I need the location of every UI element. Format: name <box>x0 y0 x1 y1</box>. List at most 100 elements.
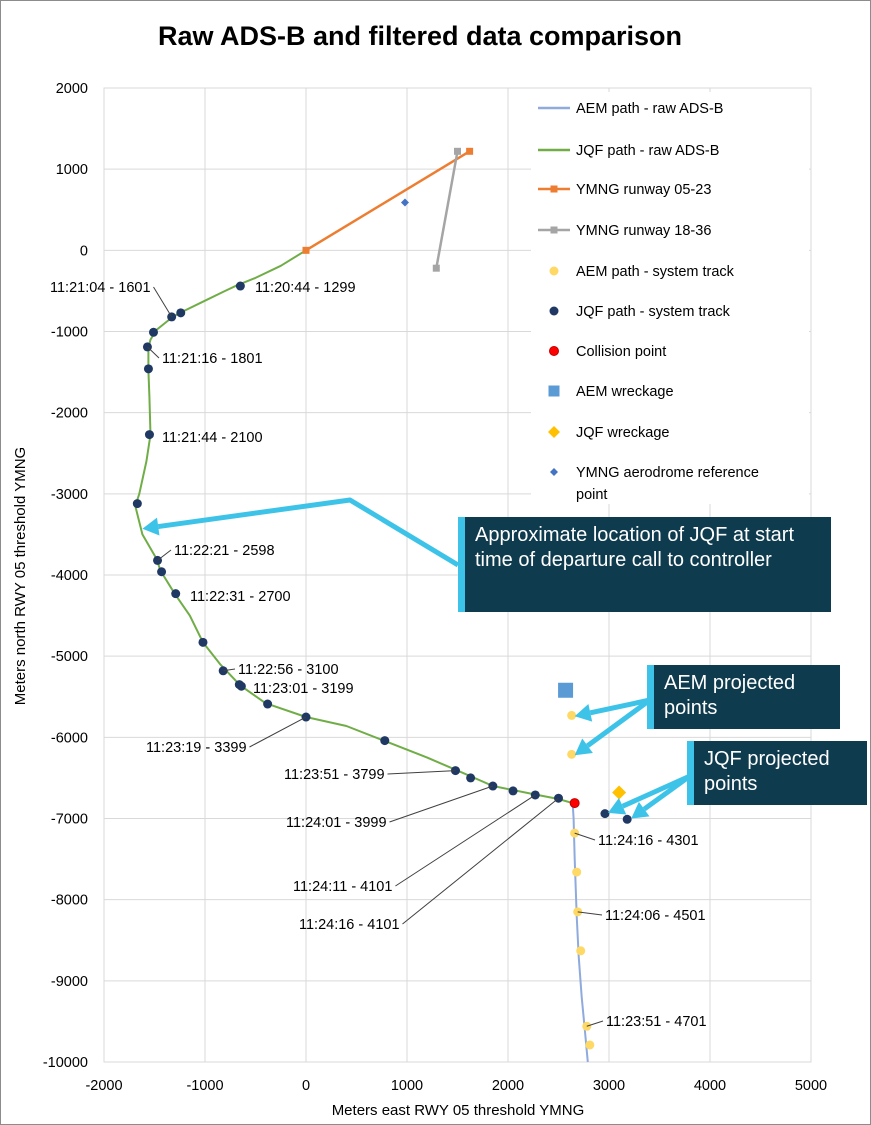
ymng-runway-05-23-marker <box>302 246 310 254</box>
aem-wreckage-legend-marker <box>548 385 560 397</box>
jqf-path-system-track-point <box>380 736 390 746</box>
ymng-runway-18-36-series <box>432 147 461 272</box>
jqf-path-system-track-legend-marker <box>549 306 559 316</box>
jqf-path-system-track-point <box>171 589 181 599</box>
legend-label: YMNG aerodrome reference point <box>576 465 759 503</box>
jqf-wreckage-series <box>612 785 627 800</box>
leader-line <box>577 911 603 916</box>
aem-path-system-track-point <box>576 946 586 956</box>
y-tick-label: 0 <box>80 243 88 259</box>
legend-label: YMNG runway 18-36 <box>576 223 711 239</box>
leader-line <box>387 770 456 775</box>
leader-line <box>249 716 307 748</box>
callout-arrow-shaft <box>586 697 652 748</box>
y-tick-label: -9000 <box>51 974 88 990</box>
y-tick-label: -10000 <box>43 1055 88 1071</box>
ymng-runway-18-36-marker <box>454 147 461 155</box>
aem-path-system-track-point <box>567 710 577 720</box>
aem-path-system-track-point <box>585 1040 595 1050</box>
y-tick-label: -1000 <box>51 325 88 341</box>
y-tick-label: -7000 <box>51 812 88 828</box>
callout-arrow-shaft <box>642 773 692 812</box>
ymng-aerodrome-reference-point-point <box>400 198 409 207</box>
jqf-path-system-track-point <box>148 327 158 337</box>
leader-line <box>402 797 559 925</box>
legend-label: AEM wreckage <box>576 384 674 400</box>
x-tick-label: 2000 <box>492 1078 524 1094</box>
callout-arrow-head <box>607 798 627 815</box>
jqf-path-system-track-point <box>236 681 246 691</box>
point-label: 11:24:16 - 4301 <box>598 833 699 849</box>
aem-wreckage-series <box>558 682 574 698</box>
legend-label: YMNG runway 05-23 <box>576 182 711 198</box>
jqf-path-system-track-point <box>622 814 632 824</box>
x-tick-label: -2000 <box>85 1078 122 1094</box>
x-tick-label: 3000 <box>593 1078 625 1094</box>
point-label: 11:24:01 - 3999 <box>286 815 387 831</box>
jqf-wreckage-point <box>612 785 627 800</box>
jqf-path-raw-ads-b-line <box>134 249 573 805</box>
jqf-path-system-track-point <box>466 773 476 783</box>
y-tick-label: -2000 <box>51 406 88 422</box>
y-tick-label: -8000 <box>51 893 88 909</box>
legend-label: AEM path - raw ADS-B <box>576 101 723 117</box>
ymng-runway-18-36-legend-marker <box>550 226 558 234</box>
jqf-path-system-track-point <box>263 699 273 709</box>
point-label: 11:23:51 - 3799 <box>284 767 385 783</box>
aem-path-system-track-series <box>567 710 595 1050</box>
collision-point-legend-marker <box>549 346 559 356</box>
x-tick-label: -1000 <box>186 1078 223 1094</box>
jqf-path-system-track-point <box>132 499 142 509</box>
aem-path-system-track-legend-marker <box>549 266 559 276</box>
jqf-path-system-track-point <box>157 567 167 577</box>
legend-label: Collision point <box>576 344 666 360</box>
legend-label: JQF path - system track <box>576 304 731 320</box>
callout-text: Approximate location of JQF at start tim… <box>475 524 795 571</box>
callout-arrow-head <box>142 517 160 536</box>
point-label: 11:21:16 - 1801 <box>162 351 263 367</box>
callout-text: JQF projected points <box>704 748 830 795</box>
ymng-runway-05-23-line <box>305 150 471 252</box>
callout-jqf-projected: JQF projected points <box>687 741 867 805</box>
jqf-path-system-track-point <box>176 308 186 318</box>
ymng-aerodrome-reference-point-series <box>400 198 409 207</box>
ymng-runway-05-23-legend-marker <box>550 185 558 193</box>
point-label: 11:22:21 - 2598 <box>174 543 275 559</box>
jqf-path-system-track-point <box>508 786 518 796</box>
leader-line <box>586 1020 604 1027</box>
leader-line <box>389 785 494 823</box>
collision-point-point <box>569 798 580 809</box>
leader-line <box>147 346 160 359</box>
callout-arrow-head <box>574 738 593 756</box>
y-tick-label: -3000 <box>51 487 88 503</box>
aem-path-system-track-point <box>567 749 577 759</box>
legend-label: JQF path - raw ADS-B <box>576 143 719 159</box>
y-tick-label: -4000 <box>51 568 88 584</box>
jqf-path-system-track-point <box>235 281 245 291</box>
y-tick-label: 1000 <box>56 162 88 178</box>
leader-line <box>574 832 596 841</box>
leader-line <box>157 549 172 561</box>
leader-line <box>395 794 536 887</box>
point-label: 11:23:19 - 3399 <box>146 740 247 756</box>
collision-point-series <box>569 798 580 809</box>
legend-label-line: point <box>576 487 607 503</box>
x-tick-label: 1000 <box>391 1078 423 1094</box>
y-tick-label: -5000 <box>51 649 88 665</box>
callout-aem-projected: AEM projected points <box>647 665 840 729</box>
x-axis-label: Meters east RWY 05 threshold YMNG <box>332 1102 585 1119</box>
leader-line <box>153 286 173 318</box>
callout-departure-location: Approximate location of JQF at start tim… <box>458 517 831 612</box>
chart-axes: -2000 -1000 0 1000 2000 3000 4000 5000200010000… <box>43 81 827 1094</box>
point-label: 11:23:01 - 3199 <box>253 681 354 697</box>
point-label: 11:24:06 - 4501 <box>605 908 706 924</box>
jqf-path-system-track-point <box>600 809 610 819</box>
x-tick-label: 5000 <box>795 1078 827 1094</box>
legend-label: JQF wreckage <box>576 425 669 441</box>
y-axis-label: Meters north RWY 05 threshold YMNG <box>12 447 29 705</box>
point-label: 11:24:16 - 4101 <box>299 917 400 933</box>
legend-box <box>531 92 809 504</box>
jqf-path-system-track-point <box>143 364 153 374</box>
point-label: 11:23:51 - 4701 <box>606 1014 707 1030</box>
